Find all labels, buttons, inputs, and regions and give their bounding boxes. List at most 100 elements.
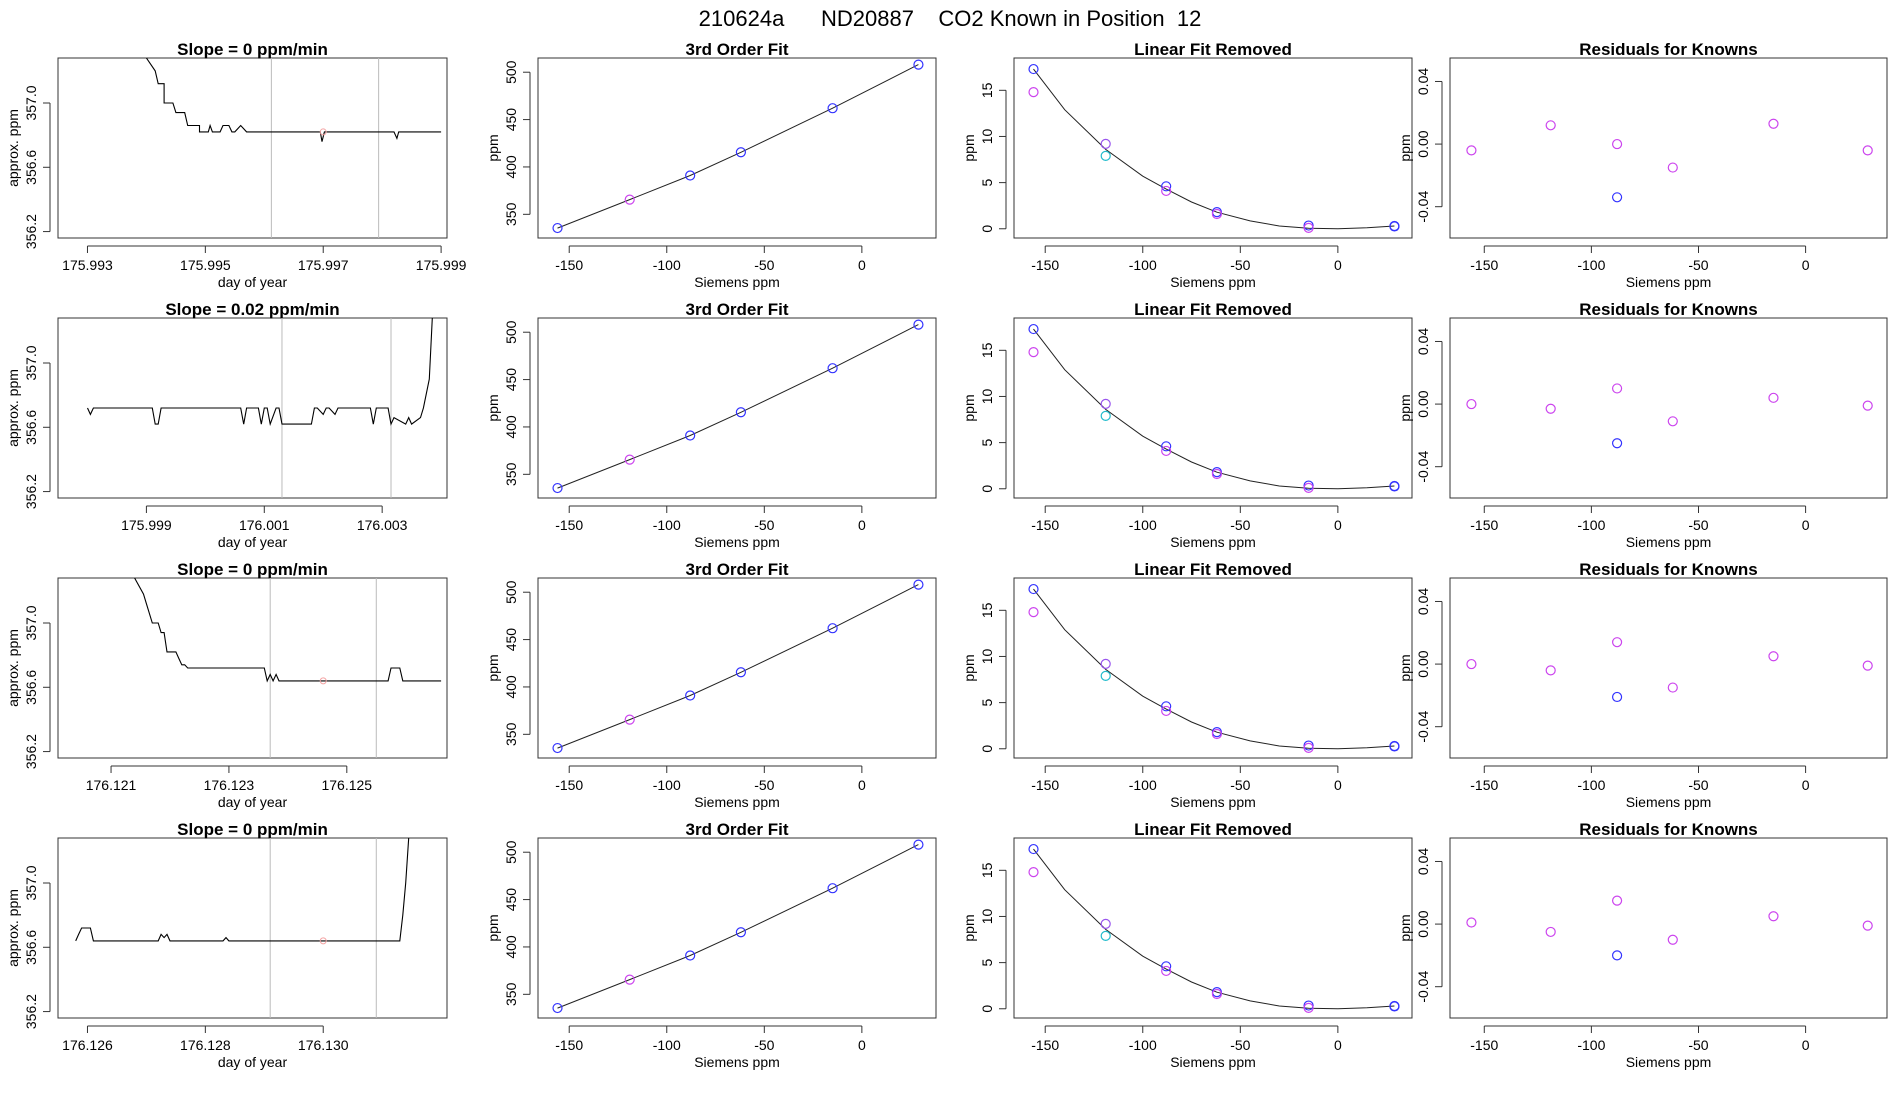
row1-residuals-data-point [1862, 145, 1873, 156]
row1-timeseries-x-label: day of year [218, 274, 288, 290]
row1-residuals-data-point [1667, 162, 1678, 173]
row1-fit-y-label: ppm [485, 134, 501, 161]
row3-timeseries-y-tick-label: 357.0 [23, 605, 39, 640]
row2-timeseries-y-tick-label: 356.6 [23, 410, 39, 445]
row4-timeseries-x-label: day of year [218, 1054, 288, 1070]
row2-fit-y-label: ppm [485, 394, 501, 421]
row3-residuals-x-label: Siemens ppm [1626, 794, 1712, 810]
row2-residuals-data-point [1611, 438, 1623, 449]
row2-linear_removed-x-tick-label: -100 [1129, 517, 1157, 533]
row2-timeseries-x-label: day of year [218, 534, 288, 550]
row1-linear_removed-data-point [1100, 138, 1111, 149]
row4-timeseries-mean-point [319, 937, 327, 945]
row2-residuals-data-point [1862, 400, 1873, 411]
row4-fit-x-label: Siemens ppm [694, 1054, 780, 1070]
row1-linear_removed-y-tick-label: 10 [979, 128, 995, 144]
row2-linear_removed-data-point [1028, 347, 1039, 358]
row4-residuals-plot-area [1466, 895, 1873, 961]
row4-fit-data-point [685, 950, 696, 961]
row4-fit-x-tick-label: 0 [858, 1037, 866, 1053]
row4-timeseries-x-tick-label: 176.130 [298, 1037, 349, 1053]
row1-fit-x-tick-label: 0 [858, 257, 866, 273]
row3-residuals-data-point [1862, 660, 1873, 671]
row1-residuals-data-point [1466, 145, 1477, 156]
row3-linear_removed-data-point [1028, 583, 1039, 595]
row2-fit-fit-curve [557, 324, 919, 489]
row3-residuals-x-tick-label: -100 [1577, 777, 1605, 793]
row1-residuals-title: Residuals for Knowns [1579, 40, 1758, 59]
row3-residuals-x-tick-label: -150 [1470, 777, 1498, 793]
row3-residuals-y-tick-label: 0.04 [1415, 588, 1431, 615]
row3-fit-x-tick-label: 0 [858, 777, 866, 793]
row1-timeseries-y-tick-label: 357.0 [23, 85, 39, 120]
row1-linear_removed-plot-area [1028, 63, 1400, 233]
row1-linear_removed-frame [1013, 57, 1413, 239]
row4-residuals-x-tick-label: 0 [1802, 1037, 1810, 1053]
row4-residuals-data-point [1862, 920, 1873, 931]
row1-residuals-data-point [1768, 118, 1779, 129]
row3-timeseries-x-tick-label: 176.123 [204, 777, 255, 793]
row2-residuals-plot-area [1466, 383, 1873, 449]
row2-fit-x-tick-label: -150 [555, 517, 583, 533]
row3-residuals-y-label: ppm [1397, 654, 1413, 681]
row3-fit-title: 3rd Order Fit [686, 560, 789, 579]
row4-linear_removed-y-tick-label: 15 [979, 862, 995, 878]
row3-fit-frame [537, 577, 937, 759]
row4-linear_removed-x-tick-label: -50 [1230, 1037, 1250, 1053]
row2-timeseries-plot-area [86, 318, 433, 498]
row3-residuals-data-point [1611, 637, 1623, 648]
row4-residuals-title: Residuals for Knowns [1579, 820, 1758, 839]
row3-fit-y-tick-label: 450 [503, 628, 519, 652]
row4-fit-data-point [552, 1002, 563, 1014]
row4-linear_removed-frame [1013, 837, 1413, 1019]
row1-fit-title: 3rd Order Fit [686, 40, 789, 59]
row1-residuals-x-label: Siemens ppm [1626, 274, 1712, 290]
row2-fit-data-point [735, 407, 747, 418]
row4-residuals-y-tick-label: 0.04 [1415, 848, 1431, 875]
row3-timeseries-series-line [134, 578, 442, 683]
row4-fit-y-tick-label: 500 [503, 840, 519, 864]
row3-linear_removed-x-tick-label: -100 [1129, 777, 1157, 793]
row1-residuals-data-point [1611, 192, 1623, 203]
row2-fit-frame [537, 317, 937, 499]
row4-residuals-x-label: Siemens ppm [1626, 1054, 1712, 1070]
row1-fit-data-point [827, 103, 838, 114]
row3-residuals-data-point [1545, 665, 1556, 676]
row2-timeseries-y-label: approx. ppm [5, 369, 21, 447]
row4-linear_removed-data-point [1211, 988, 1223, 1000]
row3-fit-x-tick-label: -100 [653, 777, 681, 793]
row2-residuals-data-point [1667, 416, 1678, 427]
row3-fit-x-tick-label: -150 [555, 777, 583, 793]
row1-linear_removed-data-point [1028, 63, 1039, 75]
row2-residuals-title: Residuals for Knowns [1579, 300, 1758, 319]
row4-residuals-data-point [1466, 917, 1477, 928]
row3-timeseries-x-tick-label: 176.121 [86, 777, 137, 793]
row4-timeseries-plot-area [75, 838, 410, 1018]
row2-residuals-x-tick-label: 0 [1802, 517, 1810, 533]
row3-linear_removed-y-tick-label: 5 [979, 699, 995, 707]
row3-linear_removed-x-tick-label: -50 [1230, 777, 1250, 793]
row4-residuals-data-point [1611, 895, 1623, 906]
row3-linear_removed-y-tick-label: 15 [979, 602, 995, 618]
row1-timeseries-x-tick-label: 175.995 [180, 257, 231, 273]
row2-linear_removed-y-tick-label: 10 [979, 388, 995, 404]
row4-linear_removed-data-point [1161, 961, 1172, 972]
row1-fit-x-tick-label: -50 [754, 257, 774, 273]
row2-residuals-x-tick-label: -50 [1688, 517, 1708, 533]
row4-residuals-x-tick-label: -50 [1688, 1037, 1708, 1053]
row2-linear_removed-data-point [1303, 482, 1314, 493]
row3-linear_removed-y-label: ppm [961, 654, 977, 681]
row2-linear_removed-data-point [1161, 441, 1172, 452]
row2-linear_removed-y-tick-label: 5 [979, 439, 995, 447]
row4-residuals-data-point [1611, 950, 1623, 961]
row3-linear_removed-y-tick-label: 10 [979, 648, 995, 664]
row4-linear_removed-x-tick-label: -150 [1031, 1037, 1059, 1053]
row1-residuals-y-tick-label: 0.00 [1415, 130, 1431, 157]
row2-residuals-x-tick-label: -100 [1577, 517, 1605, 533]
row3-linear_removed-frame [1013, 577, 1413, 759]
row2-linear_removed-x-tick-label: 0 [1334, 517, 1342, 533]
row3-linear_removed-data-point [1100, 658, 1111, 669]
row1-linear_removed-fit-curve [1033, 68, 1395, 230]
row1-fit-y-tick-label: 350 [503, 202, 519, 226]
row2-fit-plot-area [552, 319, 924, 494]
